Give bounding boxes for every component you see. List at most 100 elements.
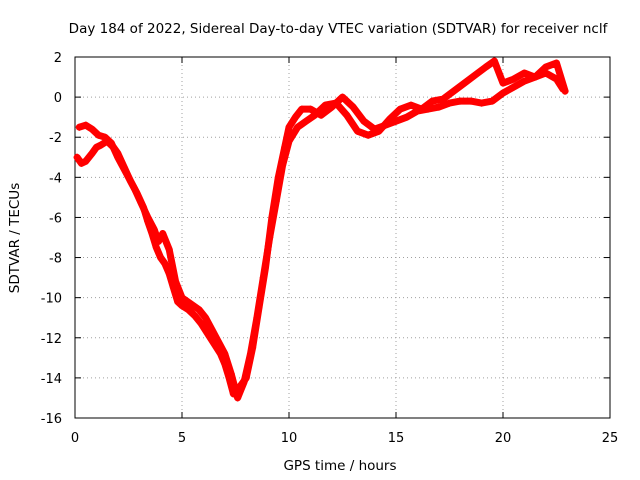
data-point bbox=[428, 97, 436, 105]
data-point bbox=[88, 125, 96, 133]
data-point bbox=[174, 298, 182, 306]
data-point bbox=[187, 300, 195, 308]
data-point bbox=[152, 244, 160, 252]
data-point bbox=[499, 89, 507, 97]
data-point bbox=[234, 394, 242, 402]
data-point bbox=[561, 87, 569, 95]
data-point bbox=[195, 306, 203, 314]
data-point bbox=[456, 97, 464, 105]
data-point bbox=[488, 97, 496, 105]
data-point bbox=[386, 115, 394, 123]
data-point bbox=[184, 306, 192, 314]
x-tick-label: 20 bbox=[495, 431, 512, 446]
data-point bbox=[214, 338, 222, 346]
data-point bbox=[165, 246, 173, 254]
data-point bbox=[520, 77, 528, 85]
data-point bbox=[272, 197, 280, 205]
data-point bbox=[107, 139, 115, 147]
y-tick-label: -14 bbox=[41, 372, 62, 387]
data-point bbox=[439, 95, 447, 103]
data-point bbox=[446, 99, 453, 107]
data-point bbox=[311, 111, 319, 119]
data-point bbox=[294, 123, 302, 131]
data-point bbox=[321, 101, 329, 109]
data-point bbox=[460, 79, 468, 87]
data-point bbox=[82, 121, 90, 129]
data-point bbox=[467, 97, 475, 105]
data-point bbox=[499, 79, 507, 87]
data-point bbox=[204, 330, 212, 338]
data-point bbox=[298, 105, 306, 113]
data-point bbox=[510, 75, 518, 83]
y-tick-label: -4 bbox=[49, 171, 62, 186]
data-point bbox=[364, 131, 372, 139]
data-point bbox=[150, 225, 158, 233]
data-point bbox=[407, 101, 415, 109]
data-point bbox=[302, 117, 310, 125]
data-point bbox=[172, 278, 180, 286]
x-tick-label: 15 bbox=[388, 431, 405, 446]
data-point bbox=[520, 69, 528, 77]
data-point bbox=[161, 260, 169, 268]
data-point bbox=[131, 185, 139, 193]
data-point bbox=[73, 153, 81, 161]
data-point bbox=[75, 123, 83, 131]
series-2 bbox=[75, 57, 569, 402]
data-point bbox=[95, 131, 103, 139]
data-point bbox=[92, 143, 100, 151]
data-point bbox=[178, 302, 186, 310]
data-point bbox=[392, 117, 400, 125]
data-point bbox=[478, 99, 486, 107]
data-point bbox=[353, 127, 361, 135]
data-point bbox=[360, 117, 368, 125]
x-tick-label: 0 bbox=[71, 431, 79, 446]
y-tick-label: 0 bbox=[54, 91, 62, 106]
data-point bbox=[490, 57, 498, 65]
data-point bbox=[510, 83, 518, 91]
data-point bbox=[306, 105, 314, 113]
x-tick-label: 25 bbox=[602, 431, 619, 446]
data-series bbox=[73, 57, 569, 402]
data-point bbox=[157, 254, 165, 262]
y-tick-label: -16 bbox=[41, 412, 62, 427]
y-tick-label: -6 bbox=[49, 211, 62, 226]
x-tick-label: 5 bbox=[178, 431, 186, 446]
data-point bbox=[253, 314, 261, 322]
data-point bbox=[279, 161, 287, 169]
data-point bbox=[240, 378, 248, 386]
data-point bbox=[266, 234, 274, 241]
y-tick-label: -8 bbox=[49, 252, 62, 267]
data-point bbox=[291, 113, 299, 121]
data-point bbox=[553, 59, 560, 67]
data-point bbox=[77, 159, 85, 167]
plot-frame bbox=[74, 56, 611, 419]
data-point bbox=[122, 169, 130, 177]
data-point bbox=[154, 238, 162, 246]
data-point bbox=[418, 105, 426, 113]
data-point bbox=[375, 127, 383, 135]
data-point bbox=[221, 350, 229, 358]
data-point bbox=[246, 350, 254, 358]
axis-ticks: 0 5 10 15 20 25 -16 -14 -12 -10 -8 -6 -4 -2 0 2 bbox=[41, 51, 619, 446]
data-point bbox=[339, 93, 346, 101]
data-point bbox=[403, 113, 411, 121]
data-point bbox=[208, 326, 216, 334]
data-point bbox=[82, 157, 90, 165]
data-point bbox=[227, 370, 235, 378]
data-point bbox=[435, 103, 443, 111]
data-point bbox=[450, 87, 458, 95]
y-axis-label: SDTVAR / TECUs bbox=[7, 183, 23, 293]
x-tick-label: 10 bbox=[281, 431, 298, 446]
data-point bbox=[482, 63, 490, 71]
data-point bbox=[285, 137, 293, 145]
data-point bbox=[471, 71, 479, 79]
data-point bbox=[343, 111, 351, 119]
x-axis-label: GPS time / hours bbox=[283, 458, 396, 474]
data-point bbox=[285, 123, 293, 131]
data-point bbox=[191, 312, 199, 320]
y-tick-label: 2 bbox=[54, 51, 62, 66]
data-point bbox=[542, 63, 550, 71]
y-tick-label: -10 bbox=[41, 292, 62, 307]
y-tick-label: -2 bbox=[49, 131, 62, 146]
